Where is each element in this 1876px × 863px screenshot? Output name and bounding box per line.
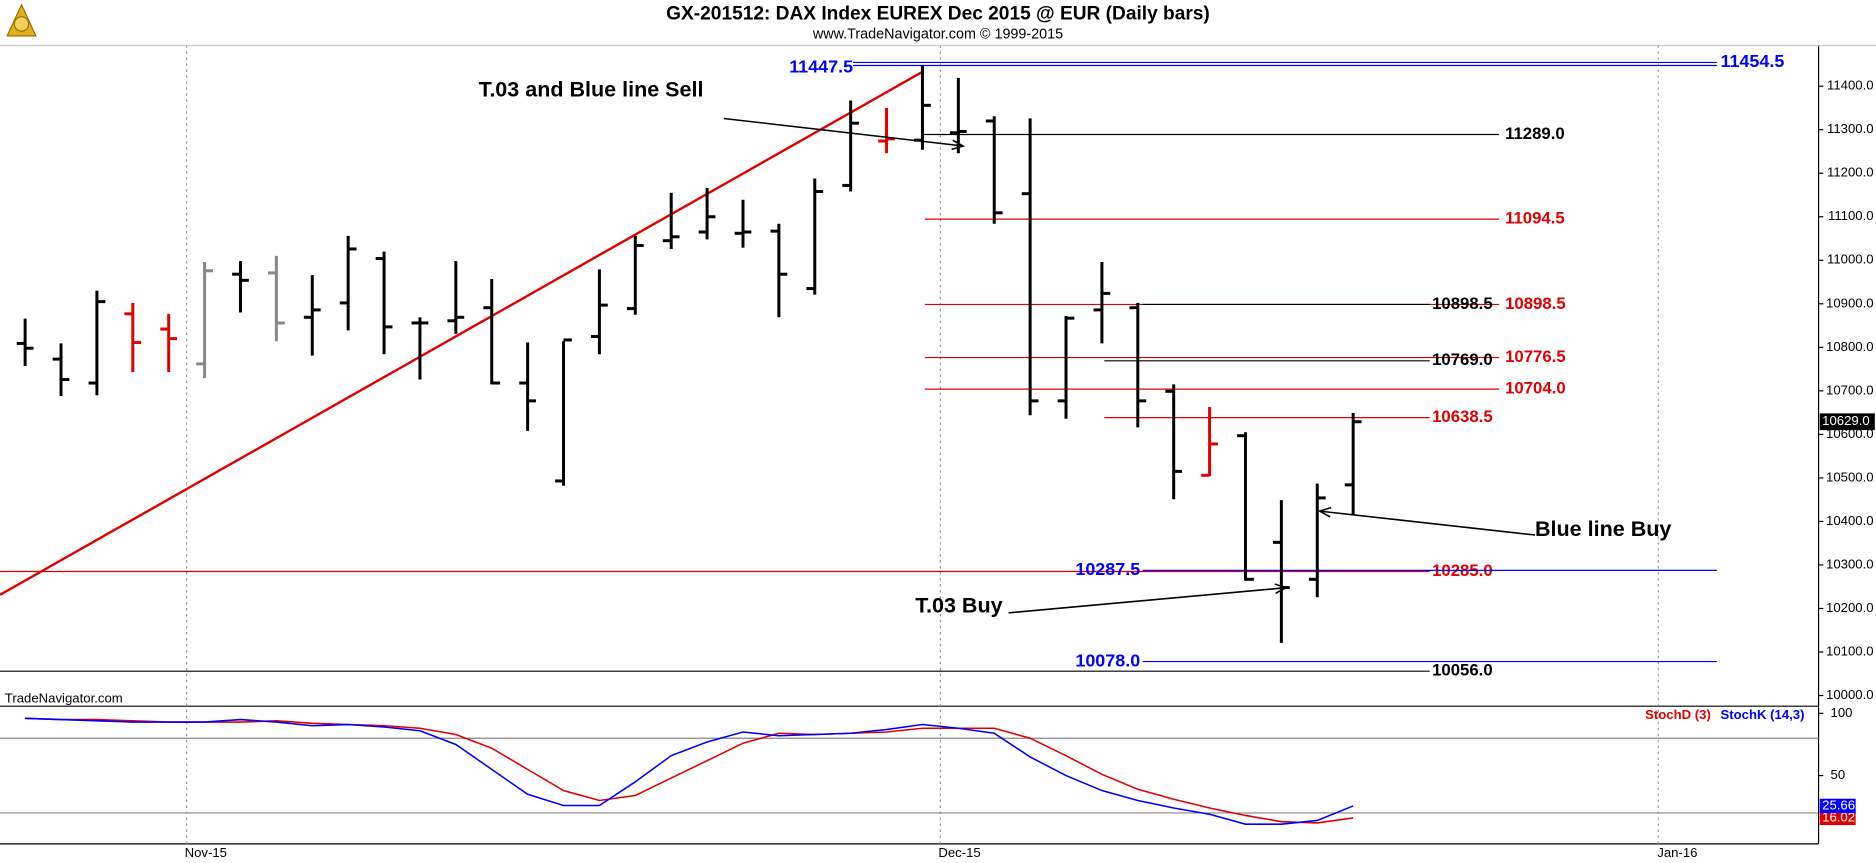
level-label: 10638.5	[1432, 407, 1493, 426]
logo	[6, 3, 37, 37]
y-tick-label: 10300.0	[1826, 556, 1874, 571]
level-label: 11094.5	[1505, 209, 1565, 228]
y-tick-label: 10700.0	[1826, 382, 1874, 397]
legend-entry: StochK (14,3)	[1720, 707, 1804, 722]
y-tick-label: 10900.0	[1826, 295, 1874, 310]
stoch-line	[25, 717, 1354, 824]
arrow-head	[1317, 506, 1332, 518]
level-label: 11454.5	[1720, 51, 1784, 71]
level-label: 10898.5	[1432, 294, 1493, 313]
level-label: 11289.0	[1505, 124, 1565, 143]
annotation: Blue line Buy	[1535, 517, 1671, 541]
y-tick-label: 10800.0	[1826, 339, 1874, 354]
y-tick-label: 10100.0	[1826, 643, 1874, 658]
y-tick-label: 11400.0	[1827, 78, 1874, 93]
y-tick-label: 100	[1831, 705, 1853, 720]
level-label: 10776.5	[1505, 347, 1566, 366]
last-value-label: 16.02	[1822, 809, 1855, 824]
level-label: 10769.0	[1432, 350, 1493, 369]
y-tick-label: 11100.0	[1828, 208, 1874, 223]
y-tick-label: 11000.0	[1827, 252, 1874, 267]
y-tick-label: 11200.0	[1827, 165, 1874, 180]
x-tick-label: Dec-15	[938, 845, 980, 860]
annotation: T.03 Buy	[915, 594, 1002, 618]
level-label: 10056.0	[1432, 661, 1493, 680]
arrow-head	[1274, 583, 1289, 595]
annotation-arrow	[1319, 510, 1536, 536]
last-value-box	[1819, 810, 1856, 826]
level-label: 10287.5	[1075, 559, 1140, 579]
annotation-arrow	[723, 117, 964, 147]
x-tick-label: Nov-15	[185, 845, 227, 860]
level-label: 10704.0	[1505, 379, 1566, 398]
legend-entry: StochD (3)	[1645, 707, 1711, 722]
stoch-line	[25, 717, 1354, 825]
last-value-label: 25.66	[1822, 797, 1855, 812]
last-price-label: 10629.0	[1822, 413, 1870, 428]
level-label: 10078.0	[1075, 650, 1140, 670]
y-tick-label: 10500.0	[1826, 469, 1874, 484]
y-tick-label: 10200.0	[1826, 600, 1874, 615]
x-tick-label: Jan-16	[1657, 845, 1697, 860]
level-label: 11447.5	[789, 57, 853, 77]
last-value-box	[1819, 798, 1856, 814]
trendline	[0, 70, 924, 596]
y-tick-label: 11300.0	[1827, 121, 1874, 136]
watermark: TradeNavigator.com	[5, 690, 123, 705]
chart-subtitle: www.TradeNavigator.com © 1999-2015	[812, 27, 1063, 43]
chart-title: GX-201512: DAX Index EUREX Dec 2015 @ EU…	[666, 3, 1210, 24]
y-tick-label: 10400.0	[1826, 513, 1874, 528]
annotation: T.03 and Blue line Sell	[479, 78, 704, 102]
y-tick-label: 50	[1831, 767, 1846, 782]
annotation-arrow	[1008, 586, 1287, 614]
arrow-head	[951, 139, 966, 151]
last-price-box	[1819, 413, 1875, 431]
y-tick-label: 10000.0	[1826, 687, 1874, 702]
level-label: 10898.5	[1505, 294, 1566, 313]
